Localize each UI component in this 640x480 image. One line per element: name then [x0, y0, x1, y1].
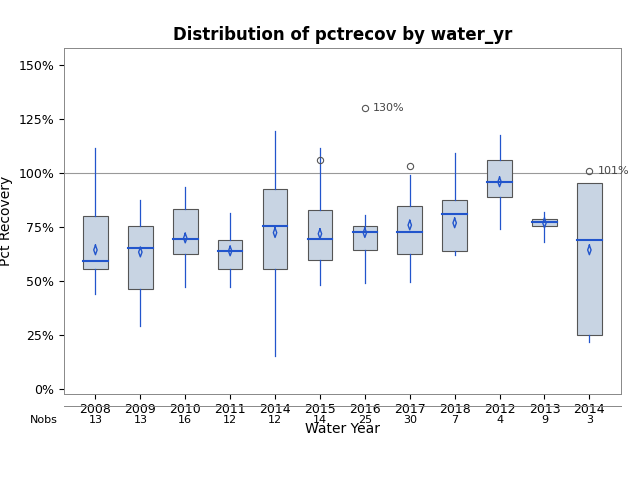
Text: 30: 30 [403, 415, 417, 425]
Bar [173, 209, 198, 254]
Bar [487, 160, 512, 197]
Bar [308, 210, 332, 260]
Text: 101%: 101% [598, 166, 629, 176]
Text: 25: 25 [358, 415, 372, 425]
Text: 4: 4 [496, 415, 503, 425]
Text: 13: 13 [88, 415, 102, 425]
Text: 9: 9 [541, 415, 548, 425]
Bar [83, 216, 108, 269]
Text: 12: 12 [268, 415, 282, 425]
Text: 7: 7 [451, 415, 458, 425]
Text: 130%: 130% [373, 104, 404, 113]
Text: 14: 14 [313, 415, 327, 425]
Text: 12: 12 [223, 415, 237, 425]
Bar [128, 226, 153, 289]
Bar [353, 226, 377, 250]
Bar [442, 200, 467, 251]
Text: 3: 3 [586, 415, 593, 425]
X-axis label: Water Year: Water Year [305, 422, 380, 436]
Bar [577, 183, 602, 336]
Bar [262, 190, 287, 269]
Title: Distribution of pctrecov by water_yr: Distribution of pctrecov by water_yr [173, 25, 512, 44]
Text: Nobs: Nobs [29, 415, 58, 425]
Y-axis label: Pct Recovery: Pct Recovery [0, 176, 13, 266]
Text: 13: 13 [133, 415, 147, 425]
Bar [218, 240, 243, 269]
Bar [532, 219, 557, 226]
Bar [397, 206, 422, 254]
Text: 16: 16 [178, 415, 192, 425]
